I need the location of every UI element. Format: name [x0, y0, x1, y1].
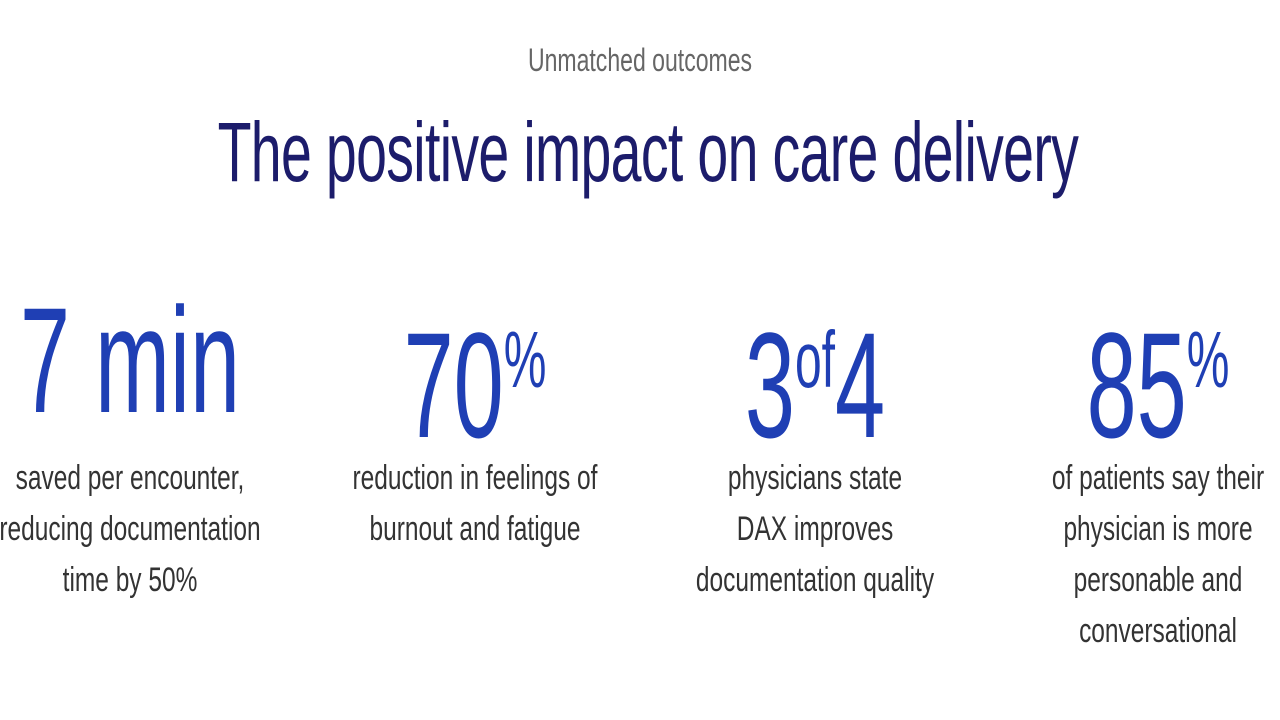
stat-description: saved per encounter, reducing documentati…	[0, 453, 340, 606]
eyebrow: Unmatched outcomes	[527, 42, 753, 78]
stat-main: 7 min	[19, 276, 241, 444]
description-line: of patients say their	[1051, 459, 1265, 497]
stat-description: physicians state DAX improves documentatio…	[605, 453, 1025, 606]
stat-number: 3of4	[689, 285, 941, 460]
description-line: physicians state	[727, 459, 903, 497]
stat: 3of4 physicians state DAX improves document…	[605, 285, 1025, 606]
stat-main: 70	[403, 301, 504, 469]
stat-number: 85%	[1032, 285, 1280, 460]
stat-sup: of	[794, 315, 836, 404]
description-line: reducing documentation	[0, 510, 261, 548]
description-line: burnout and fatigue	[369, 510, 581, 548]
stat: 7 min saved per encounter, reducing docume…	[0, 285, 340, 606]
headline: The positive impact on care delivery	[217, 105, 1079, 199]
description-line: personable and	[1073, 561, 1243, 599]
description-line: reduction in feelings of	[352, 459, 598, 497]
stat-tail: 4	[835, 301, 886, 469]
description-line: physician is more	[1063, 510, 1253, 548]
stat-description: of patients say their physician is more pe…	[948, 453, 1280, 657]
stat-sup: %	[1186, 315, 1230, 404]
stat-description: reduction in feelings of burnout and fati…	[265, 453, 685, 555]
description-line: documentation quality	[695, 561, 935, 599]
description-line: conversational	[1079, 612, 1237, 650]
stat-main: 3	[744, 301, 795, 469]
description-line: DAX improves	[736, 510, 894, 548]
description-line: time by 50%	[62, 561, 198, 599]
stat-sup: %	[503, 315, 547, 404]
stat-number: 7 min	[4, 285, 256, 435]
stat: 70% reduction in feelings of burnout and f…	[265, 285, 685, 555]
stat-number: 70%	[349, 285, 601, 460]
description-line: saved per encounter,	[15, 459, 245, 497]
stat: 85% of patients say their physician is mor…	[948, 285, 1280, 657]
stat-main: 85	[1086, 301, 1187, 469]
